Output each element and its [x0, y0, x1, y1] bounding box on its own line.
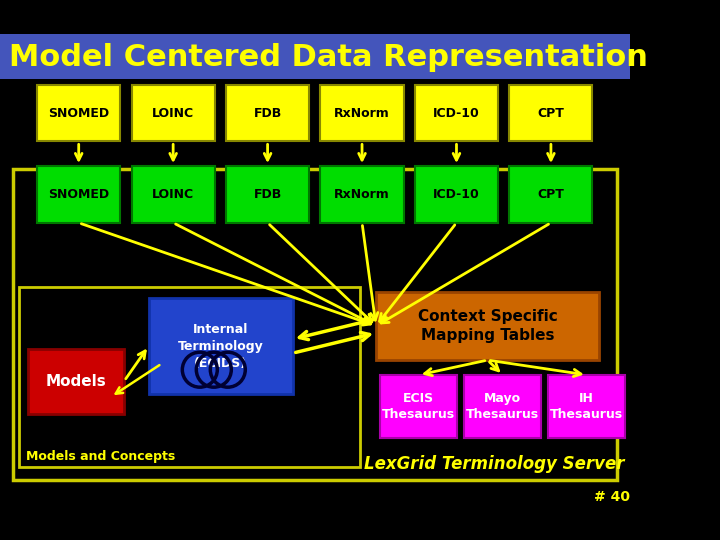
- Text: Mayo
Thesaurus: Mayo Thesaurus: [467, 392, 539, 421]
- Text: CPT: CPT: [538, 188, 564, 201]
- Text: FDB: FDB: [253, 188, 282, 201]
- Text: RxNorm: RxNorm: [334, 188, 390, 201]
- Text: SNOMED: SNOMED: [48, 188, 109, 201]
- Text: Model Centered Data Representation: Model Centered Data Representation: [9, 43, 647, 72]
- Bar: [132, 85, 215, 141]
- Bar: [380, 375, 457, 438]
- Bar: [37, 166, 120, 223]
- Bar: [415, 85, 498, 141]
- Text: Models: Models: [45, 374, 107, 389]
- Bar: [320, 85, 404, 141]
- Text: Models and Concepts: Models and Concepts: [26, 450, 176, 463]
- Bar: [509, 166, 593, 223]
- Text: LOINC: LOINC: [152, 188, 194, 201]
- Bar: [549, 375, 625, 438]
- Text: Context Specific
Mapping Tables: Context Specific Mapping Tables: [418, 309, 557, 343]
- Bar: [19, 287, 360, 467]
- Bar: [37, 85, 120, 141]
- Bar: [13, 170, 616, 480]
- Bar: [415, 166, 498, 223]
- Text: ICD-10: ICD-10: [433, 106, 480, 119]
- Text: SNOMED: SNOMED: [48, 106, 109, 119]
- Bar: [226, 85, 309, 141]
- Text: ECIS
Thesaurus: ECIS Thesaurus: [382, 392, 456, 421]
- Bar: [226, 166, 309, 223]
- Text: IH
Thesaurus: IH Thesaurus: [550, 392, 624, 421]
- Text: # 40: # 40: [594, 490, 630, 504]
- Text: ICD-10: ICD-10: [433, 188, 480, 201]
- Bar: [320, 166, 404, 223]
- Text: FDB: FDB: [253, 106, 282, 119]
- Bar: [132, 166, 215, 223]
- Text: CPT: CPT: [538, 106, 564, 119]
- Bar: [376, 292, 599, 360]
- Text: Internal
Terminology
(ECIDS): Internal Terminology (ECIDS): [178, 322, 264, 369]
- Text: RxNorm: RxNorm: [334, 106, 390, 119]
- Bar: [464, 375, 541, 438]
- Bar: [28, 349, 124, 414]
- Bar: [148, 298, 293, 394]
- Text: LexGrid Terminology Server: LexGrid Terminology Server: [364, 455, 624, 473]
- Bar: [0, 34, 629, 79]
- Text: LOINC: LOINC: [152, 106, 194, 119]
- Bar: [509, 85, 593, 141]
